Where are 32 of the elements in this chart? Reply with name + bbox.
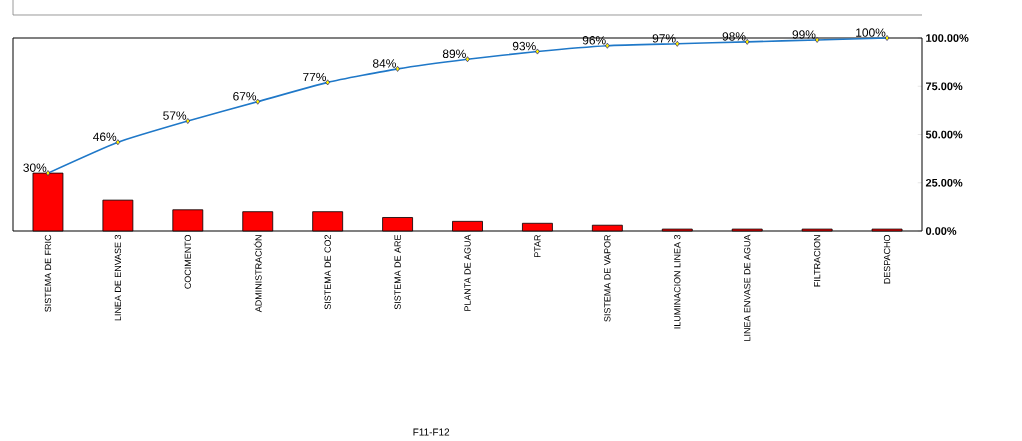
x-tick-label: LINEA ENVASE DE AGUA [744,234,751,341]
data-label: 89% [442,49,466,59]
x-tick-label: SISTEMA DE ARE [394,234,401,310]
data-label: 93% [512,41,536,51]
x-tick-label: SISTEMA DE VAPOR [604,234,611,322]
data-label: 96% [582,36,606,45]
data-label: 57% [163,111,187,120]
data-label: 30% [23,163,47,172]
data-label: 84% [372,59,396,68]
x-tick-label: SISTEMA DE FRIC [44,234,52,312]
y2-tick-label: 100.00% [926,34,969,42]
data-label: 100% [856,28,886,37]
data-label: 67% [233,92,257,101]
data-label: 98% [722,32,746,41]
y2-tick-label: 50.00% [925,130,963,139]
x-tick-label: SISTEMA DE CO2 [324,234,331,310]
x-tick-label: DESPACHO [883,234,891,284]
x-tick-label: COCIMENTO [184,234,191,289]
x-tick-label: LINEA DE ENVASE 3 [114,234,122,321]
data-label: 77% [303,72,327,82]
x-tick-label: ILUMINACION LINEA 3 [674,234,681,329]
y2-tick-label: 25.00% [925,178,963,187]
x-tick-label: FILTRACION [813,235,821,287]
y2-tick-label: 0.00% [925,227,957,235]
x-tick-label: PLANTA DE AGUA [464,234,471,311]
data-label: 99% [792,30,816,39]
y2-tick-label: 75.00% [926,82,963,91]
data-label: 46% [93,132,117,142]
x-tick-label: PTAR [534,234,541,258]
text: F11-F12 [413,428,450,436]
data-label: 97% [652,34,676,43]
x-tick-label: ADMINISTRACIÓN [253,235,262,313]
